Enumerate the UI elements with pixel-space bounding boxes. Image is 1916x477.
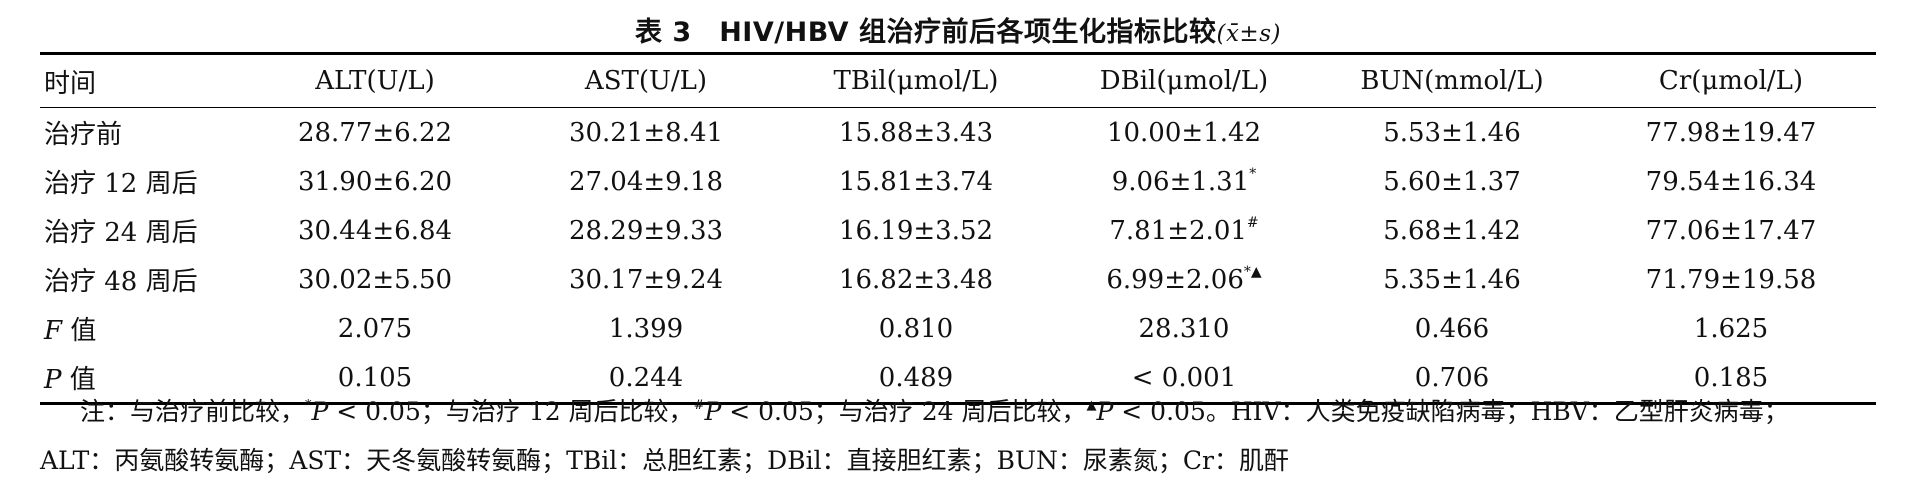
cell-alt: 0.105 <box>337 362 413 393</box>
cell-cr: 79.54±16.34 <box>1645 166 1817 197</box>
cell-bun: 0.706 <box>1414 362 1490 393</box>
p-symbol: P <box>44 365 62 395</box>
note-text: < 0.05；与治疗 12 周后比较， <box>328 397 694 426</box>
cell-ast: 30.17±9.24 <box>568 264 724 295</box>
cell-cr: 1.625 <box>1693 313 1769 344</box>
note-mark-hash: # <box>693 398 705 413</box>
note-mark-star: * <box>305 398 312 413</box>
table-row: 治疗 48 周后 30.02±5.50 30.17±9.24 16.82±3.4… <box>40 255 1876 304</box>
cell-tbil: 0.489 <box>878 362 954 393</box>
cell-tbil: 0.810 <box>878 313 954 344</box>
row-label: 治疗 48 周后 <box>44 267 198 297</box>
cell-dbil: 6.99±2.06*▲ <box>1050 255 1318 304</box>
cell-alt: 31.90±6.20 <box>297 166 453 197</box>
table-footnote-line-2: ALT：丙氨酸转氨酶；AST：天冬氨酸转氨酶；TBil：总胆红素；DBil：直接… <box>40 446 1289 475</box>
header-bun: BUN(mmol/L) <box>1360 66 1544 96</box>
cell-bun: 5.35±1.46 <box>1383 264 1521 295</box>
cell-bun: 5.53±1.46 <box>1383 117 1521 148</box>
header-time: 时间 <box>44 68 97 99</box>
note-p-symbol: P <box>311 397 329 426</box>
cell-bun: 5.68±1.42 <box>1383 215 1521 246</box>
cell-dbil-mark: # <box>1246 214 1259 231</box>
cell-cr: 77.06±17.47 <box>1645 215 1817 246</box>
cell-dbil-mark: *▲ <box>1243 263 1262 280</box>
note-prefix: 注：与治疗前比较， <box>80 397 306 426</box>
cell-alt: 30.44±6.84 <box>297 215 453 246</box>
cell-ast: 30.21±8.41 <box>568 117 724 148</box>
row-label: P 值 <box>40 353 240 404</box>
header-ast: AST(U/L) <box>584 66 708 96</box>
cell-bun: 5.60±1.37 <box>1383 166 1521 197</box>
cell-alt: 2.075 <box>337 313 413 344</box>
table-title: 表 3 HIV/HBV 组治疗前后各项生化指标比较(x̄±s) <box>0 10 1916 49</box>
cell-tbil: 16.19±3.52 <box>838 215 994 246</box>
cell-ast: 28.29±9.33 <box>568 215 724 246</box>
table-row: 治疗前 28.77±6.22 30.21±8.41 15.88±3.43 10.… <box>40 108 1876 158</box>
cell-dbil-value: 7.81±2.01 <box>1109 215 1247 246</box>
table-title-stat: (x̄±s) <box>1216 21 1281 47</box>
table-row: 治疗 12 周后 31.90±6.20 27.04±9.18 15.81±3.7… <box>40 157 1876 206</box>
cell-tbil: 15.88±3.43 <box>838 117 994 148</box>
biochem-table: 时间 ALT(U/L) AST(U/L) TBil(μmol/L) DBil(μ… <box>40 52 1876 405</box>
note-text: < 0.05；与治疗 24 周后比较， <box>721 397 1087 426</box>
cell-dbil: 9.06±1.31* <box>1050 157 1318 206</box>
cell-ast: 1.399 <box>608 313 684 344</box>
cell-dbil-mark: * <box>1249 165 1257 182</box>
cell-dbil: < 0.001 <box>1131 362 1237 393</box>
cell-cr: 0.185 <box>1693 362 1769 393</box>
cell-alt: 28.77±6.22 <box>297 117 453 148</box>
cell-ast: 27.04±9.18 <box>568 166 724 197</box>
row-label: 治疗 12 周后 <box>44 169 198 199</box>
cell-dbil-value: 9.06±1.31 <box>1111 166 1250 197</box>
note-mark-triangle: ▲ <box>1086 398 1097 413</box>
row-label: F 值 <box>40 304 240 353</box>
f-symbol: F <box>44 316 63 346</box>
f-value-row: F 值 2.075 1.399 0.810 28.310 0.466 1.625 <box>40 304 1876 353</box>
cell-dbil: 7.81±2.01# <box>1050 206 1318 255</box>
note-p-symbol: P <box>1096 397 1114 426</box>
row-label: 治疗 24 周后 <box>44 218 198 248</box>
cell-cr: 71.79±19.58 <box>1645 264 1817 295</box>
p-label: 值 <box>69 365 96 395</box>
header-dbil: DBil(μmol/L) <box>1099 66 1269 96</box>
cell-tbil: 16.82±3.48 <box>838 264 994 295</box>
note-text: < 0.05。HIV：人类免疫缺陷病毒；HBV：乙型肝炎病毒； <box>1113 397 1789 426</box>
cell-dbil-value: 10.00±1.42 <box>1106 117 1262 148</box>
cell-bun: 0.466 <box>1414 313 1490 344</box>
note-p-symbol: P <box>704 397 722 426</box>
cell-dbil: 10.00±1.42 <box>1050 108 1318 158</box>
header-alt: ALT(U/L) <box>315 66 435 96</box>
table-footnote-line-1: 注：与治疗前比较，*P < 0.05；与治疗 12 周后比较，#P < 0.05… <box>40 392 1916 428</box>
row-label: 治疗前 <box>44 120 123 150</box>
f-label: 值 <box>70 316 97 346</box>
table-row: 治疗 24 周后 30.44±6.84 28.29±9.33 16.19±3.5… <box>40 206 1876 255</box>
cell-cr: 77.98±19.47 <box>1645 117 1817 148</box>
table-title-text: 表 3 HIV/HBV 组治疗前后各项生化指标比较 <box>635 17 1217 48</box>
cell-alt: 30.02±5.50 <box>297 264 453 295</box>
header-cr: Cr(μmol/L) <box>1658 66 1804 96</box>
cell-dbil: 28.310 <box>1138 313 1230 344</box>
cell-tbil: 15.81±3.74 <box>838 166 994 197</box>
p-value-row: P 值 0.105 0.244 0.489 < 0.001 0.706 0.18… <box>40 353 1876 404</box>
cell-dbil-value: 6.99±2.06 <box>1106 264 1244 295</box>
table-header-row: 时间 ALT(U/L) AST(U/L) TBil(μmol/L) DBil(μ… <box>40 53 1876 108</box>
header-tbil: TBil(μmol/L) <box>833 66 999 96</box>
cell-ast: 0.244 <box>608 362 684 393</box>
